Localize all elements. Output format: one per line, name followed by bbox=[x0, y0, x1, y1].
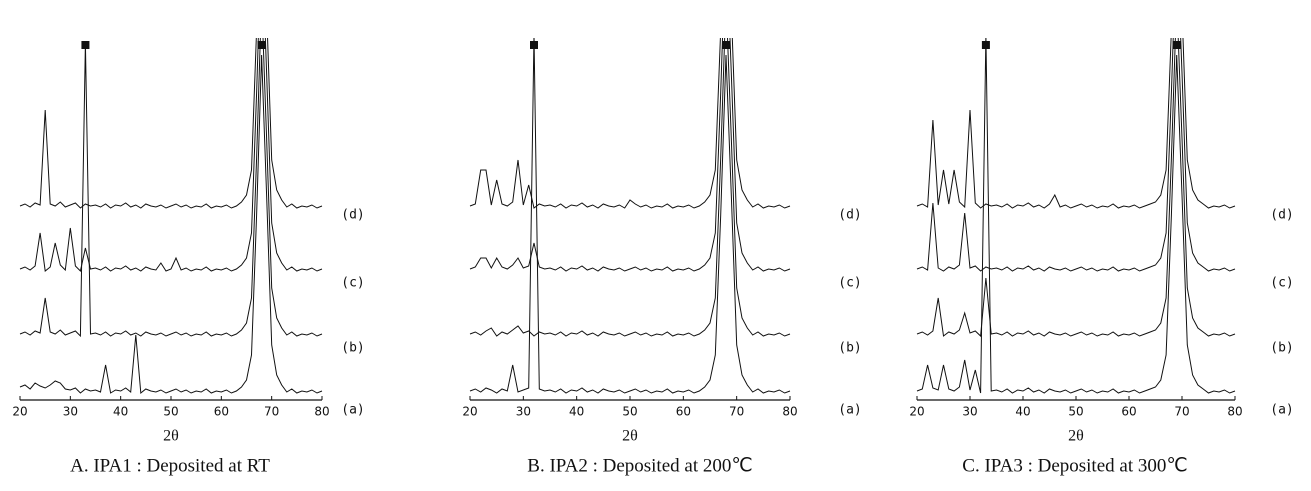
xrd-trace bbox=[19, 38, 323, 338]
x-axis-label: 2θ bbox=[163, 428, 179, 445]
xrd-trace bbox=[469, 38, 791, 337]
panel-title: C. IPA3 : Deposited at 300℃ bbox=[962, 455, 1187, 476]
xrd-trace bbox=[19, 54, 323, 394]
series-label: (b) bbox=[838, 341, 861, 356]
series-label: (c) bbox=[341, 276, 364, 291]
x-tick-label: 80 bbox=[782, 405, 797, 419]
series-label: (d) bbox=[838, 208, 861, 223]
peak-marker bbox=[722, 41, 730, 49]
panel-title: A. IPA1 : Deposited at RT bbox=[70, 455, 270, 476]
x-tick-label: 60 bbox=[214, 405, 229, 419]
peak-marker bbox=[981, 41, 990, 49]
plot-area bbox=[916, 38, 1236, 401]
xrd-trace bbox=[469, 38, 791, 209]
series-label: (a) bbox=[1270, 403, 1293, 418]
x-tick-label: 40 bbox=[113, 405, 128, 419]
series-label: (a) bbox=[838, 403, 861, 418]
x-tick-label: 50 bbox=[622, 405, 637, 419]
x-tick-label: 50 bbox=[1068, 405, 1083, 419]
x-tick-label: 80 bbox=[314, 405, 329, 419]
series-label: (c) bbox=[1270, 276, 1293, 291]
plot-area bbox=[19, 38, 323, 401]
series-label: (d) bbox=[341, 208, 364, 223]
peak-marker bbox=[530, 41, 538, 49]
x-tick-label: 80 bbox=[1227, 405, 1242, 419]
x-axis-label: 2θ bbox=[1068, 428, 1084, 445]
x-tick-label: 70 bbox=[1174, 405, 1189, 419]
x-tick-label: 20 bbox=[462, 405, 477, 419]
xrd-trace bbox=[916, 38, 1236, 209]
x-tick-label: 40 bbox=[1015, 405, 1030, 419]
x-tick-label: 60 bbox=[676, 405, 691, 419]
xrd-trace bbox=[469, 38, 791, 272]
x-tick-label: 30 bbox=[962, 405, 977, 419]
x-tick-label: 70 bbox=[729, 405, 744, 419]
x-axis-label: 2θ bbox=[622, 428, 638, 445]
series-label: (c) bbox=[838, 276, 861, 291]
panel-title: B. IPA2 : Deposited at 200℃ bbox=[527, 455, 752, 476]
series-label: (b) bbox=[1270, 341, 1293, 356]
peak-marker bbox=[257, 41, 266, 49]
x-tick-label: 20 bbox=[909, 405, 924, 419]
plot-area bbox=[469, 38, 791, 401]
peak-marker bbox=[81, 41, 90, 49]
x-tick-label: 20 bbox=[12, 405, 27, 419]
series-label: (b) bbox=[341, 341, 364, 356]
xrd-trace bbox=[19, 38, 323, 273]
x-tick-label: 70 bbox=[264, 405, 279, 419]
xrd-trace bbox=[916, 38, 1236, 272]
xrd-trace bbox=[916, 38, 1236, 394]
series-label: (a) bbox=[341, 403, 364, 418]
x-tick-label: 60 bbox=[1121, 405, 1136, 419]
series-label: (d) bbox=[1270, 208, 1293, 223]
peak-marker bbox=[1172, 41, 1181, 49]
x-tick-label: 30 bbox=[516, 405, 531, 419]
xrd-trace bbox=[19, 38, 323, 209]
xrd-trace bbox=[916, 38, 1236, 338]
x-tick-label: 50 bbox=[163, 405, 178, 419]
xrd-trace bbox=[469, 38, 791, 394]
x-tick-label: 30 bbox=[63, 405, 78, 419]
x-tick-label: 40 bbox=[569, 405, 584, 419]
